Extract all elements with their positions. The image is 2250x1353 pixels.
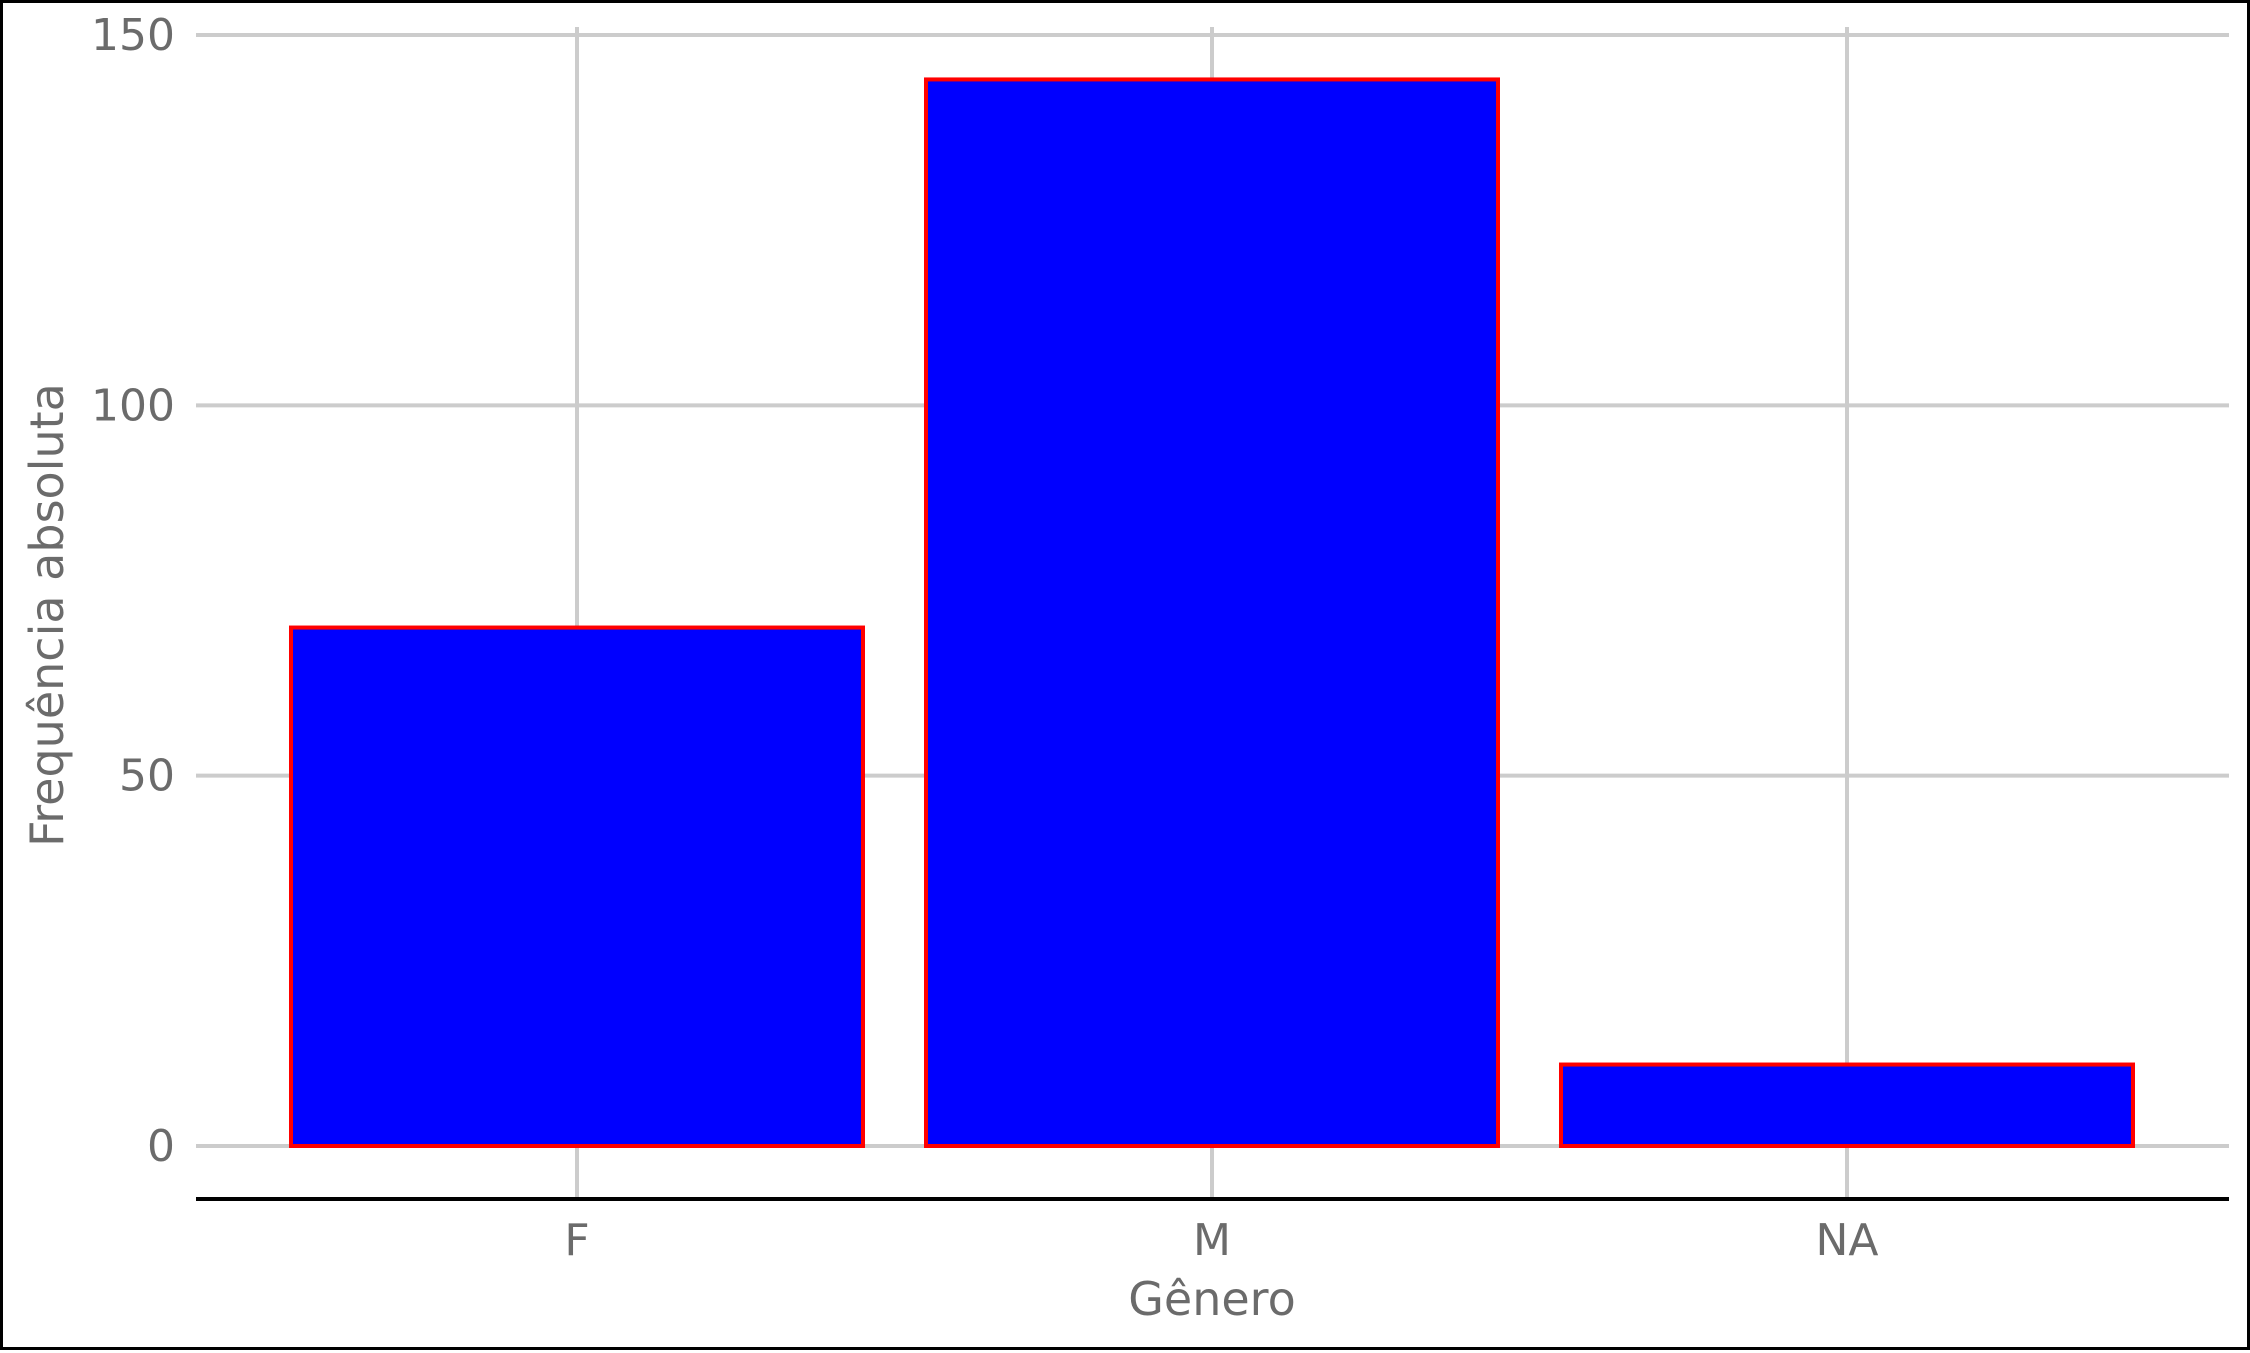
bar-na <box>1559 1062 2135 1148</box>
tick-label-layer: 0 50 100 150 F M NA <box>91 10 1878 1266</box>
x-tick-label: M <box>1193 1215 1231 1266</box>
x-tick-label: NA <box>1815 1215 1878 1266</box>
y-tick-label: 50 <box>119 751 175 802</box>
bar-chart: 0 50 100 150 F M NA Gênero Frequência absoluta <box>20 10 2229 1326</box>
bar-m <box>924 77 1500 1149</box>
y-tick-label: 0 <box>147 1121 175 1172</box>
y-axis-title: Frequência absoluta <box>20 383 74 847</box>
x-axis-title: Gênero <box>1128 1272 1295 1326</box>
y-tick-label: 150 <box>91 10 175 61</box>
bar-f <box>289 625 865 1148</box>
bar-layer <box>289 77 2135 1149</box>
y-tick-label: 100 <box>91 380 175 431</box>
x-tick-label: F <box>564 1215 589 1266</box>
